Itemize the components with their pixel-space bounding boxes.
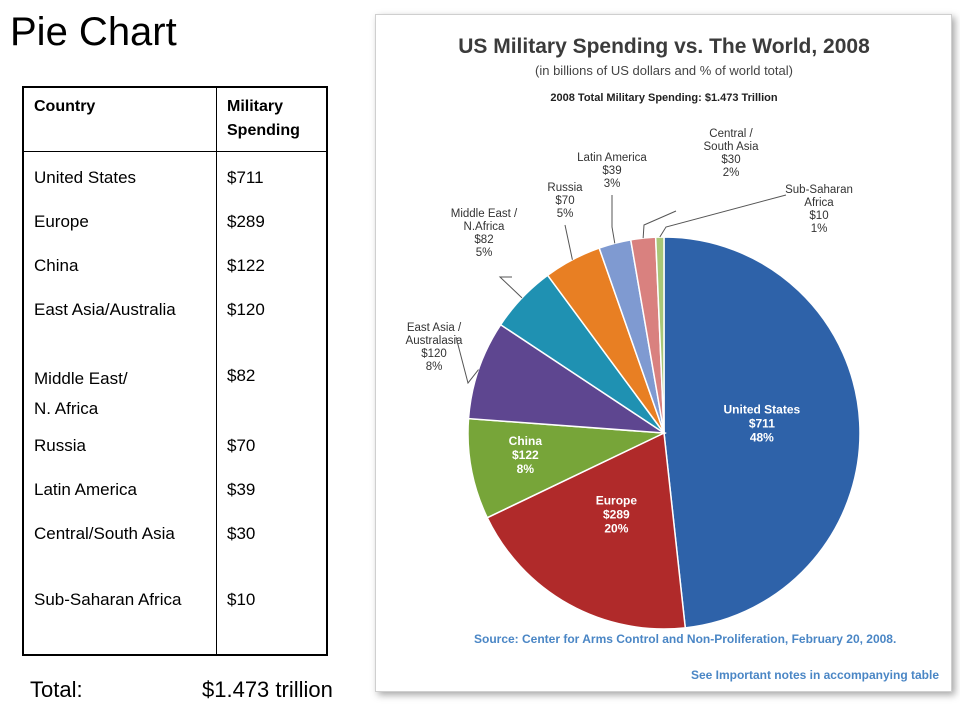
spending-cell: $30 xyxy=(216,522,327,588)
chart-source: Source: Center for Arms Control and Non-… xyxy=(474,632,896,646)
pie-slice-united-states xyxy=(663,236,861,629)
leader-line-central-south-asia xyxy=(642,210,677,239)
spending-cell: $82 xyxy=(216,364,327,434)
leader-line-middle-east-n-africa xyxy=(498,276,523,299)
pie-slices: United States $711 48% Europe $289 20% China $1… xyxy=(467,236,861,630)
table-row: Latin America $39 xyxy=(23,478,327,522)
table-row: China $122 xyxy=(23,254,327,298)
spending-cell: $711 xyxy=(216,151,327,210)
slice-label-europe: Europe $289 20% xyxy=(596,494,638,536)
pie-slice-china xyxy=(467,417,667,519)
region-cell: Central/South Asia xyxy=(34,524,175,543)
leader-line-latin-america xyxy=(611,195,616,244)
slice-label-sub-saharan-africa: Sub-Saharan Africa $10 1% xyxy=(785,184,853,235)
region-cell: Middle East/ N. Africa xyxy=(34,369,128,418)
chart-subtitle: (in billions of US dollars and % of worl… xyxy=(535,63,793,78)
region-cell: Europe xyxy=(34,212,89,231)
table-row: Sub-Saharan Africa $10 xyxy=(23,588,327,655)
table-row: East Asia/Australia $120 xyxy=(23,298,327,364)
slice-labels: East Asia / Australasia $120 8% Middle East … xyxy=(406,128,853,385)
spending-cell: $10 xyxy=(216,588,327,655)
region-cell: Sub-Saharan Africa xyxy=(34,590,182,609)
spending-cell: $122 xyxy=(216,254,327,298)
spending-cell: $70 xyxy=(216,434,327,478)
slice-label-central-south-asia: Central / South Asia $30 2% xyxy=(704,128,760,179)
table-header-row: Country Military Spending xyxy=(23,87,327,152)
header-country: Country xyxy=(23,87,217,152)
header-military-spending: Military Spending xyxy=(216,87,327,152)
region-cell: China xyxy=(34,256,79,275)
spending-table: Country Military Spending United States … xyxy=(22,86,328,656)
table-row: Middle East/ N. Africa $82 xyxy=(23,364,327,434)
spending-cell: $39 xyxy=(216,478,327,522)
spending-cell: $120 xyxy=(216,298,327,364)
table-row: Central/South Asia $30 xyxy=(23,522,327,588)
leader-line-east-asia-australasia xyxy=(455,336,479,385)
region-cell: Russia xyxy=(34,436,86,455)
slice-label-middle-east-n-africa: Middle East / N.Africa $82 5% xyxy=(451,208,518,259)
table-row: Europe $289 xyxy=(23,210,327,254)
region-cell: East Asia/Australia xyxy=(34,300,176,319)
slice-label-united-states: United States $711 48% xyxy=(724,403,801,445)
spending-cell: $289 xyxy=(216,210,327,254)
pie-slice-east-asia-australasia xyxy=(467,323,667,434)
slice-label-east-asia-australasia: East Asia / Australasia $120 8% xyxy=(406,322,463,373)
chart-panel: US Military Spending vs. The World, 2008… xyxy=(375,14,952,692)
chart-note: See Important notes in accompanying tabl… xyxy=(691,668,939,682)
leader-line-sub-saharan-africa xyxy=(659,194,787,238)
leader-line-russia xyxy=(564,224,573,260)
table-row: United States $711 xyxy=(23,151,327,210)
total-value: $1.473 trillion xyxy=(202,677,333,702)
pie-slice-europe xyxy=(486,431,687,630)
slice-label-russia: Russia $70 5% xyxy=(547,182,583,220)
slice-label-latin-america: Latin America $39 3% xyxy=(577,152,647,190)
pie-chart: US Military Spending vs. The World, 2008… xyxy=(406,35,940,682)
chart-total-line: 2008 Total Military Spending: $1.473 Tri… xyxy=(550,92,777,104)
slice-label-china: China $122 8% xyxy=(509,434,543,476)
table-row: Russia $70 xyxy=(23,434,327,478)
total-label: Total: xyxy=(30,677,83,702)
slide-title: Pie Chart xyxy=(10,10,177,54)
region-cell: United States xyxy=(34,168,137,187)
chart-title: US Military Spending vs. The World, 2008 xyxy=(458,35,870,58)
region-cell: Latin America xyxy=(34,480,137,499)
